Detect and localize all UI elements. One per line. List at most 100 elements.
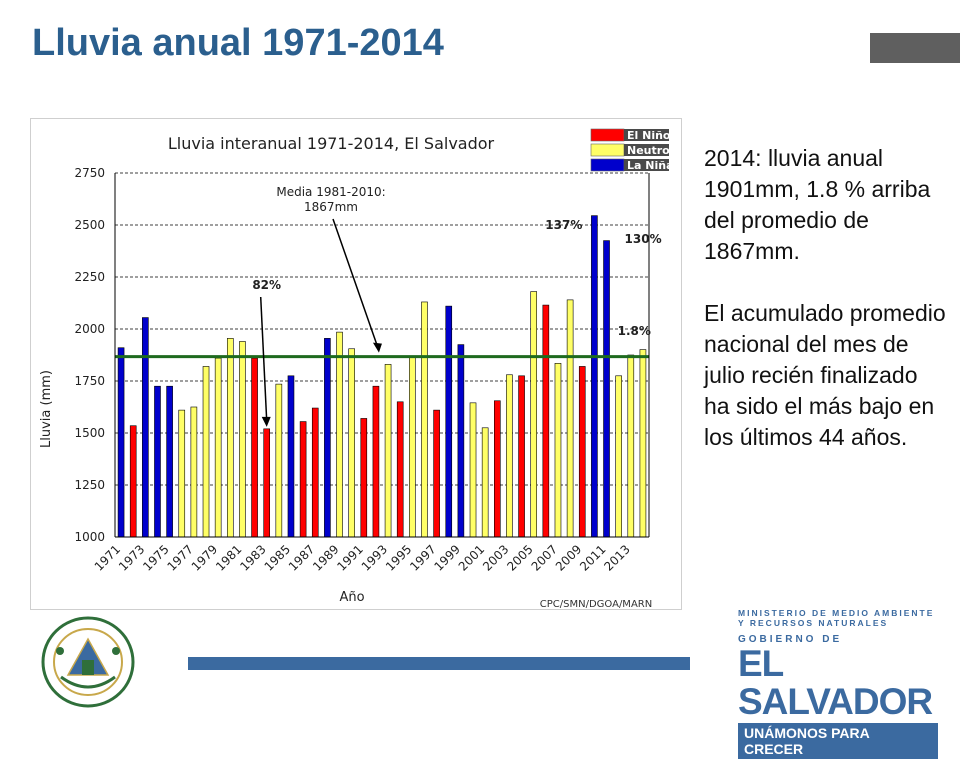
y-tick-label: 2000 [74, 322, 105, 336]
bar [493, 400, 501, 538]
side-text: 2014: lluvia anual 1901mm, 1.8 % arriba … [704, 143, 949, 453]
bar [324, 338, 331, 538]
bar [360, 418, 368, 538]
chart-frame: Lluvia interanual 1971-2014, El Salvador… [30, 118, 682, 610]
y-tick-label: 2500 [74, 218, 105, 232]
bar [202, 366, 210, 538]
bar [469, 402, 477, 538]
chart-title: Lluvia interanual 1971-2014, El Salvador [168, 134, 495, 153]
x-axis-title: Año [339, 590, 364, 605]
bars [115, 215, 649, 538]
x-tick-label: 2007 [529, 542, 560, 573]
bar [578, 366, 586, 538]
x-tick-label: 2011 [577, 542, 608, 573]
bar [384, 364, 392, 538]
ministry-name: MINISTERIO DE MEDIO AMBIENTE Y RECURSOS … [738, 608, 935, 628]
bar [226, 338, 234, 538]
government-label: GOBIERNO DE [738, 634, 843, 645]
bar [615, 375, 622, 538]
annotation-label: 130% [625, 232, 662, 246]
mean-label: Media 1981-2010: [276, 185, 385, 199]
government-logo: MINISTERIO DE MEDIO AMBIENTE Y RECURSOS … [738, 608, 938, 759]
legend: El Niño Neutro La Niña [590, 128, 674, 172]
bar [154, 385, 161, 538]
bar [627, 354, 635, 538]
bar [287, 375, 295, 538]
annotation-label: 1.8% [618, 324, 651, 338]
bar [542, 304, 550, 538]
mean-pointer [332, 218, 380, 351]
x-tick-label: 1973 [116, 542, 147, 573]
bar [457, 344, 465, 538]
legend-swatch [590, 158, 625, 172]
x-tick-label: 1977 [165, 542, 196, 573]
legend-label: El Niño [627, 129, 671, 142]
y-axis-title: Lluvia (mm) [39, 370, 54, 448]
x-tick-label: 2009 [553, 542, 584, 573]
legend-label: La Niña [627, 159, 674, 172]
x-tick-label: 2013 [601, 542, 632, 573]
bar [506, 374, 513, 538]
y-tick-label: 1250 [74, 478, 105, 492]
legend-label-bg [624, 144, 669, 156]
national-seal-icon [41, 616, 135, 708]
bar [117, 347, 125, 538]
x-tick-label: 1993 [359, 542, 390, 573]
bar [251, 357, 258, 538]
bar [421, 301, 428, 538]
annotation-label: 137% [545, 218, 582, 232]
bar [603, 240, 610, 538]
x-tick-label: 1985 [262, 542, 293, 573]
bar [481, 427, 489, 538]
mean-label: 1867mm [304, 200, 358, 214]
bar [129, 425, 137, 538]
x-tick-label: 1979 [189, 542, 220, 573]
legend-label-bg [624, 159, 669, 171]
x-tick-label: 1989 [310, 542, 341, 573]
bar [239, 341, 246, 538]
slide-title: Lluvia anual 1971-2014 [32, 22, 444, 64]
x-tick-label: 1999 [432, 542, 463, 573]
source-label: CPC/SMN/DGOA/MARN [540, 599, 652, 609]
x-tick-label: 1983 [237, 542, 268, 573]
bar [518, 375, 525, 538]
bar [299, 421, 307, 538]
bar [336, 331, 343, 538]
side-paragraph-2: El acumulado promedio nacional del mes d… [704, 300, 946, 450]
x-tick-label: 2005 [504, 542, 535, 573]
bar [263, 428, 271, 538]
government-name: EL SALVADOR [738, 643, 933, 722]
footer-bar [188, 657, 690, 670]
bar [409, 356, 416, 538]
bar [178, 409, 186, 538]
bar [554, 363, 562, 538]
x-tick-label: 1995 [383, 542, 414, 573]
annotations: Media 1981-2010:1867mm 82% 137% 130% 1.8% [252, 185, 662, 427]
x-tick-label: 1991 [334, 542, 365, 573]
low-pointer [259, 296, 268, 421]
x-tick-label: 1971 [92, 542, 123, 573]
x-tick-label: 1997 [407, 542, 438, 573]
bar [311, 407, 319, 538]
corner-decoration [870, 33, 960, 63]
x-tick-label: 1975 [140, 542, 171, 573]
annotation-label: 82% [252, 278, 281, 292]
legend-label-bg [624, 129, 669, 141]
x-tick-label: 1987 [286, 542, 317, 573]
bar [275, 383, 283, 538]
y-tick-label: 1500 [74, 426, 105, 440]
bar [348, 348, 355, 538]
bar [190, 406, 198, 538]
bar [566, 299, 574, 538]
bar [214, 357, 222, 538]
side-paragraph-1: 2014: lluvia anual 1901mm, 1.8 % arriba … [704, 145, 931, 264]
bar [433, 409, 440, 538]
legend-label: Neutro [627, 144, 670, 157]
bar [142, 317, 149, 538]
low-pointer-head [261, 416, 271, 427]
bar [372, 385, 380, 538]
x-tick-label: 1981 [213, 542, 244, 573]
bar [591, 215, 598, 538]
government-motto: UNÁMONOS PARA CRECER [738, 723, 938, 759]
rainfall-bar-chart: Lluvia interanual 1971-2014, El Salvador… [39, 128, 674, 610]
